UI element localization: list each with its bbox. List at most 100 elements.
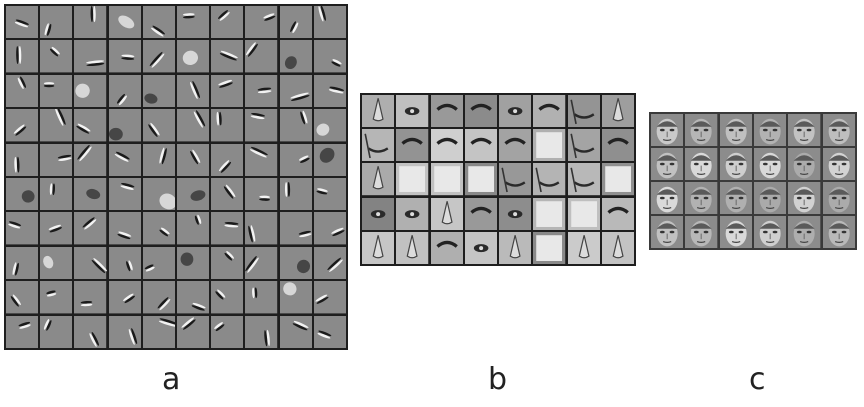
panel-a-tile	[108, 6, 141, 39]
panel-a-tile	[177, 178, 210, 211]
panel-a-tile	[313, 281, 346, 314]
panel-c-tile	[651, 148, 684, 180]
panel-a-tile	[142, 281, 175, 314]
panel-b-tile	[567, 95, 600, 128]
panel-a-tile	[313, 143, 346, 176]
panel-a-tile	[211, 212, 244, 245]
panel-a-tile	[211, 178, 244, 211]
panel-b-tile	[499, 231, 532, 264]
panel-c-tile	[753, 182, 787, 214]
faces-grid-c	[649, 112, 857, 250]
panel-a-tile	[177, 74, 210, 108]
panel-a-tile	[313, 74, 346, 108]
panel-a-tile	[108, 212, 141, 245]
panel-c-tile	[685, 148, 718, 180]
panel-a-tile	[279, 74, 312, 108]
panel-a-tile	[279, 281, 312, 314]
panel-b-tile	[396, 231, 429, 264]
panel-a-tile	[74, 40, 107, 73]
panel-a-tile	[211, 74, 244, 108]
panel-b-tile	[362, 95, 395, 128]
panel-a-tile	[211, 40, 244, 73]
panel-b-tile	[464, 129, 497, 162]
panel-b-tile	[362, 129, 395, 162]
panel-c-tile	[788, 216, 821, 248]
panel-a-tile	[279, 143, 312, 176]
panel-b-tile	[362, 197, 395, 230]
panel-a-tile	[279, 246, 312, 280]
panel-b-tile	[396, 95, 429, 128]
panel-a-tile	[108, 315, 141, 348]
panel-b-tile	[533, 197, 566, 230]
panel-a-tile	[177, 246, 210, 280]
panel-a-tile	[177, 212, 210, 245]
panel-a-tile	[74, 6, 107, 39]
panel-b-tile	[567, 197, 600, 230]
panel-a-tile	[108, 281, 141, 314]
panel-a-tile	[6, 6, 39, 39]
panel-a-tile	[279, 178, 312, 211]
panel-b-tile	[601, 163, 634, 196]
panel-a-tile	[40, 212, 73, 245]
panel-a-tile	[279, 315, 312, 348]
panel-a-tile	[40, 246, 73, 280]
panel-c-tile	[685, 216, 718, 248]
filter-grid-a	[4, 4, 348, 350]
panel-a-tile	[6, 281, 39, 314]
panel-a-tile	[108, 246, 141, 280]
panel-a-tile	[177, 281, 210, 314]
panel-a-tile	[40, 178, 73, 211]
panel-a-tile	[108, 143, 141, 176]
panel-c-tile	[719, 148, 752, 180]
panel-label-b: b	[488, 362, 508, 397]
panel-c-tile	[822, 182, 855, 214]
panel-b-tile	[533, 129, 566, 162]
panel-a-tile	[40, 143, 73, 176]
panel-a-tile	[279, 212, 312, 245]
panel-a-tile	[74, 281, 107, 314]
panel-a-tile	[177, 40, 210, 73]
panel-a-tile	[177, 6, 210, 39]
panel-a-tile	[74, 212, 107, 245]
panel-c-tile	[822, 114, 855, 146]
panel-a-tile	[313, 109, 346, 142]
panel-a-tile	[211, 143, 244, 176]
panel-a-tile	[313, 246, 346, 280]
panel-a-tile	[6, 143, 39, 176]
panel-a-tile	[142, 178, 175, 211]
panel-a-tile	[211, 281, 244, 314]
panel-c-tile	[651, 114, 684, 146]
panel-c-tile	[651, 216, 684, 248]
panel-c-tile	[753, 148, 787, 180]
panel-b-tile	[567, 163, 600, 196]
panel-a-tile	[245, 246, 278, 280]
panel-a-tile	[74, 109, 107, 142]
panel-a-tile	[313, 212, 346, 245]
panel-a-tile	[108, 40, 141, 73]
panel-a-tile	[245, 178, 278, 211]
panel-c-tile	[753, 114, 787, 146]
panel-b-tile	[464, 163, 497, 196]
panel-c-tile	[651, 182, 684, 214]
panel-a-tile	[245, 74, 278, 108]
panel-a-tile	[177, 109, 210, 142]
panel-b-tile	[499, 163, 532, 196]
panel-b-tile	[567, 231, 600, 264]
panel-a-tile	[74, 74, 107, 108]
panel-c-tile	[719, 182, 752, 214]
panel-a-tile	[279, 40, 312, 73]
panel-b-tile	[396, 163, 429, 196]
panel-a-tile	[108, 109, 141, 142]
panel-label-a: a	[162, 362, 181, 397]
panel-b-tile	[499, 95, 532, 128]
panel-b-tile	[430, 231, 463, 264]
panel-b-tile	[430, 163, 463, 196]
panel-a-tile	[6, 40, 39, 73]
panel-a-tile	[40, 109, 73, 142]
panel-b-tile	[533, 231, 566, 264]
panel-a-tile	[40, 6, 73, 39]
panel-a-tile	[142, 315, 175, 348]
panel-a-tile	[211, 246, 244, 280]
panel-a-tile	[6, 74, 39, 108]
panel-label-c: c	[749, 362, 766, 397]
